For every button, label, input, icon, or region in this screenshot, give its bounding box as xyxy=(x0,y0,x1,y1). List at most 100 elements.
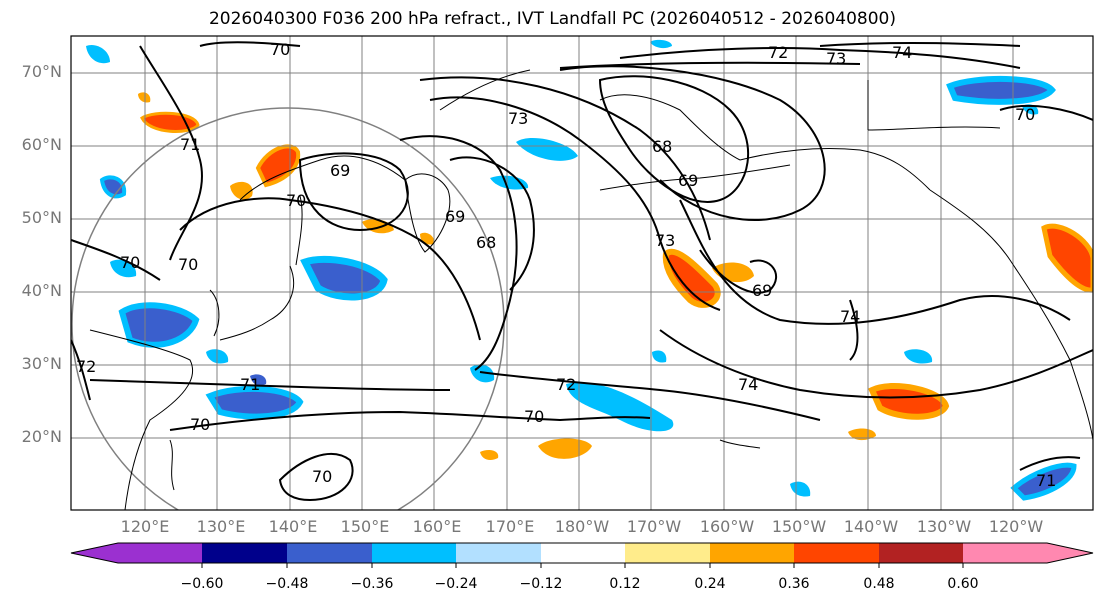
colorbar-ticks xyxy=(201,563,964,568)
shade-orange-small-4 xyxy=(480,450,499,460)
contour-label: 71 xyxy=(240,375,260,394)
colorbar-tick-label: −0.24 xyxy=(434,576,478,592)
colorbar-tick-label: −0.12 xyxy=(519,576,563,592)
contour-72-west xyxy=(71,339,91,401)
contour-69-low xyxy=(559,65,826,221)
colorbar-seg-0 xyxy=(118,543,202,563)
shade-blue-alaska xyxy=(946,75,1056,105)
contour-label: 74 xyxy=(738,375,758,394)
colorbar-seg-1 xyxy=(202,543,287,563)
colorbar-seg-4 xyxy=(456,543,541,563)
contour-74-mid xyxy=(679,199,1071,325)
colorbar-tick-label: 0.24 xyxy=(694,576,726,592)
contour-71-se xyxy=(1019,456,1081,471)
lon-label-150e: 150°E xyxy=(340,517,390,536)
contour-label: 70 xyxy=(178,255,198,274)
contour-70-east-asia xyxy=(71,239,161,281)
shade-blue-pac-4 xyxy=(650,39,672,49)
shade-orange-subtropic xyxy=(538,438,592,459)
contour-label: 72 xyxy=(76,357,96,376)
coast-aleutians xyxy=(599,164,791,191)
coastlines xyxy=(89,69,1093,510)
colorbar-tick-label: 0.12 xyxy=(609,576,641,592)
contour-label: 68 xyxy=(652,137,672,156)
coast-japan xyxy=(219,265,295,341)
lon-label-130w: 130°W xyxy=(916,517,972,536)
shade-orange-california xyxy=(1041,223,1093,293)
shade-blue-pac-3 xyxy=(904,349,933,364)
contour-70-japan xyxy=(179,197,481,341)
coast-hawaii xyxy=(719,439,761,449)
colorbar-tick-label: 0.60 xyxy=(947,576,979,592)
lat-label-20n: 20°N xyxy=(21,427,62,446)
contour-68-trough xyxy=(449,156,535,291)
coast-siberia xyxy=(439,69,531,111)
contour-68-low xyxy=(598,75,750,203)
shade-blue-west-pac-1 xyxy=(205,385,304,420)
contour-70-loop-south xyxy=(278,452,354,502)
shade-orange-small-2 xyxy=(362,219,394,234)
lon-label-120w: 120°W xyxy=(988,517,1044,536)
lon-label-160e: 160°E xyxy=(412,517,462,536)
contour-69-loop xyxy=(298,152,409,232)
coast-korea xyxy=(209,289,220,337)
shade-orange-small-3 xyxy=(848,428,876,441)
contour-label: 71 xyxy=(180,135,200,154)
shade-blue-ne-corner xyxy=(1010,462,1077,501)
refractivity-contours xyxy=(71,41,1093,502)
contour-label: 69 xyxy=(330,161,350,180)
colorbar-seg-2 xyxy=(287,543,372,563)
contour-70-nw xyxy=(199,41,301,47)
coast-alaska-west xyxy=(599,94,741,161)
coast-china xyxy=(89,329,194,510)
colorbar-tick-label: −0.60 xyxy=(180,576,224,592)
lat-label-70n: 70°N xyxy=(21,62,62,81)
contour-label: 70 xyxy=(524,407,544,426)
contour-label: 71 xyxy=(1036,471,1056,490)
ivt-shading xyxy=(86,39,1093,501)
lon-label-140e: 140°E xyxy=(268,517,318,536)
contour-label: 69 xyxy=(445,207,465,226)
contour-70-ne xyxy=(999,104,1093,121)
lon-label-130e: 130°E xyxy=(196,517,246,536)
colorbar-seg-10 xyxy=(963,543,1047,563)
contour-label: 70 xyxy=(270,40,290,59)
contour-label: 68 xyxy=(476,233,496,252)
colorbar-extend-high xyxy=(1047,543,1093,563)
contour-label: 69 xyxy=(678,171,698,190)
shade-blue-pac-2 xyxy=(790,481,811,497)
lat-label-30n: 30°N xyxy=(21,354,62,373)
colorbar-seg-6 xyxy=(625,543,710,563)
map-frame xyxy=(70,35,1094,511)
contour-label: 73 xyxy=(508,109,528,128)
colorbar-seg-7 xyxy=(710,543,794,563)
contour-69-trough xyxy=(399,135,518,371)
lon-label-170e: 170°E xyxy=(485,517,535,536)
shade-blue-japan xyxy=(300,255,388,301)
shade-blue-nw-2 xyxy=(86,44,110,64)
contour-label-group: 70 72 73 74 70 73 68 71 69 69 70 70 69 6… xyxy=(76,40,1056,490)
lon-label-150w: 150°W xyxy=(771,517,827,536)
contour-label: 74 xyxy=(892,43,912,62)
lat-label-40n: 40°N xyxy=(21,281,62,300)
colorbar-tick-label: −0.48 xyxy=(265,576,309,592)
shade-orange-small-1 xyxy=(230,181,253,200)
colorbar-seg-3 xyxy=(372,543,456,563)
colorbar-tick-label: 0.36 xyxy=(778,576,810,592)
lon-label-180w: 180°W xyxy=(554,517,610,536)
contour-74-south xyxy=(659,329,1093,399)
coast-okhotsk xyxy=(239,155,406,201)
contour-label: 74 xyxy=(840,307,860,326)
shade-orange-ne-pac xyxy=(868,383,950,420)
contour-label: 72 xyxy=(556,375,576,394)
contour-71-band xyxy=(89,379,451,391)
colorbar-extend-low xyxy=(71,543,118,563)
lon-label-120e: 120°E xyxy=(120,517,170,536)
contour-71-west xyxy=(139,45,203,261)
contour-70-band xyxy=(169,410,651,431)
shade-blue-pac-6 xyxy=(652,350,667,363)
contour-label: 70 xyxy=(120,253,140,272)
lon-label-160w: 160°W xyxy=(699,517,755,536)
colorbar-tick-label: −0.36 xyxy=(350,576,394,592)
lat-label-60n: 60°N xyxy=(21,135,62,154)
